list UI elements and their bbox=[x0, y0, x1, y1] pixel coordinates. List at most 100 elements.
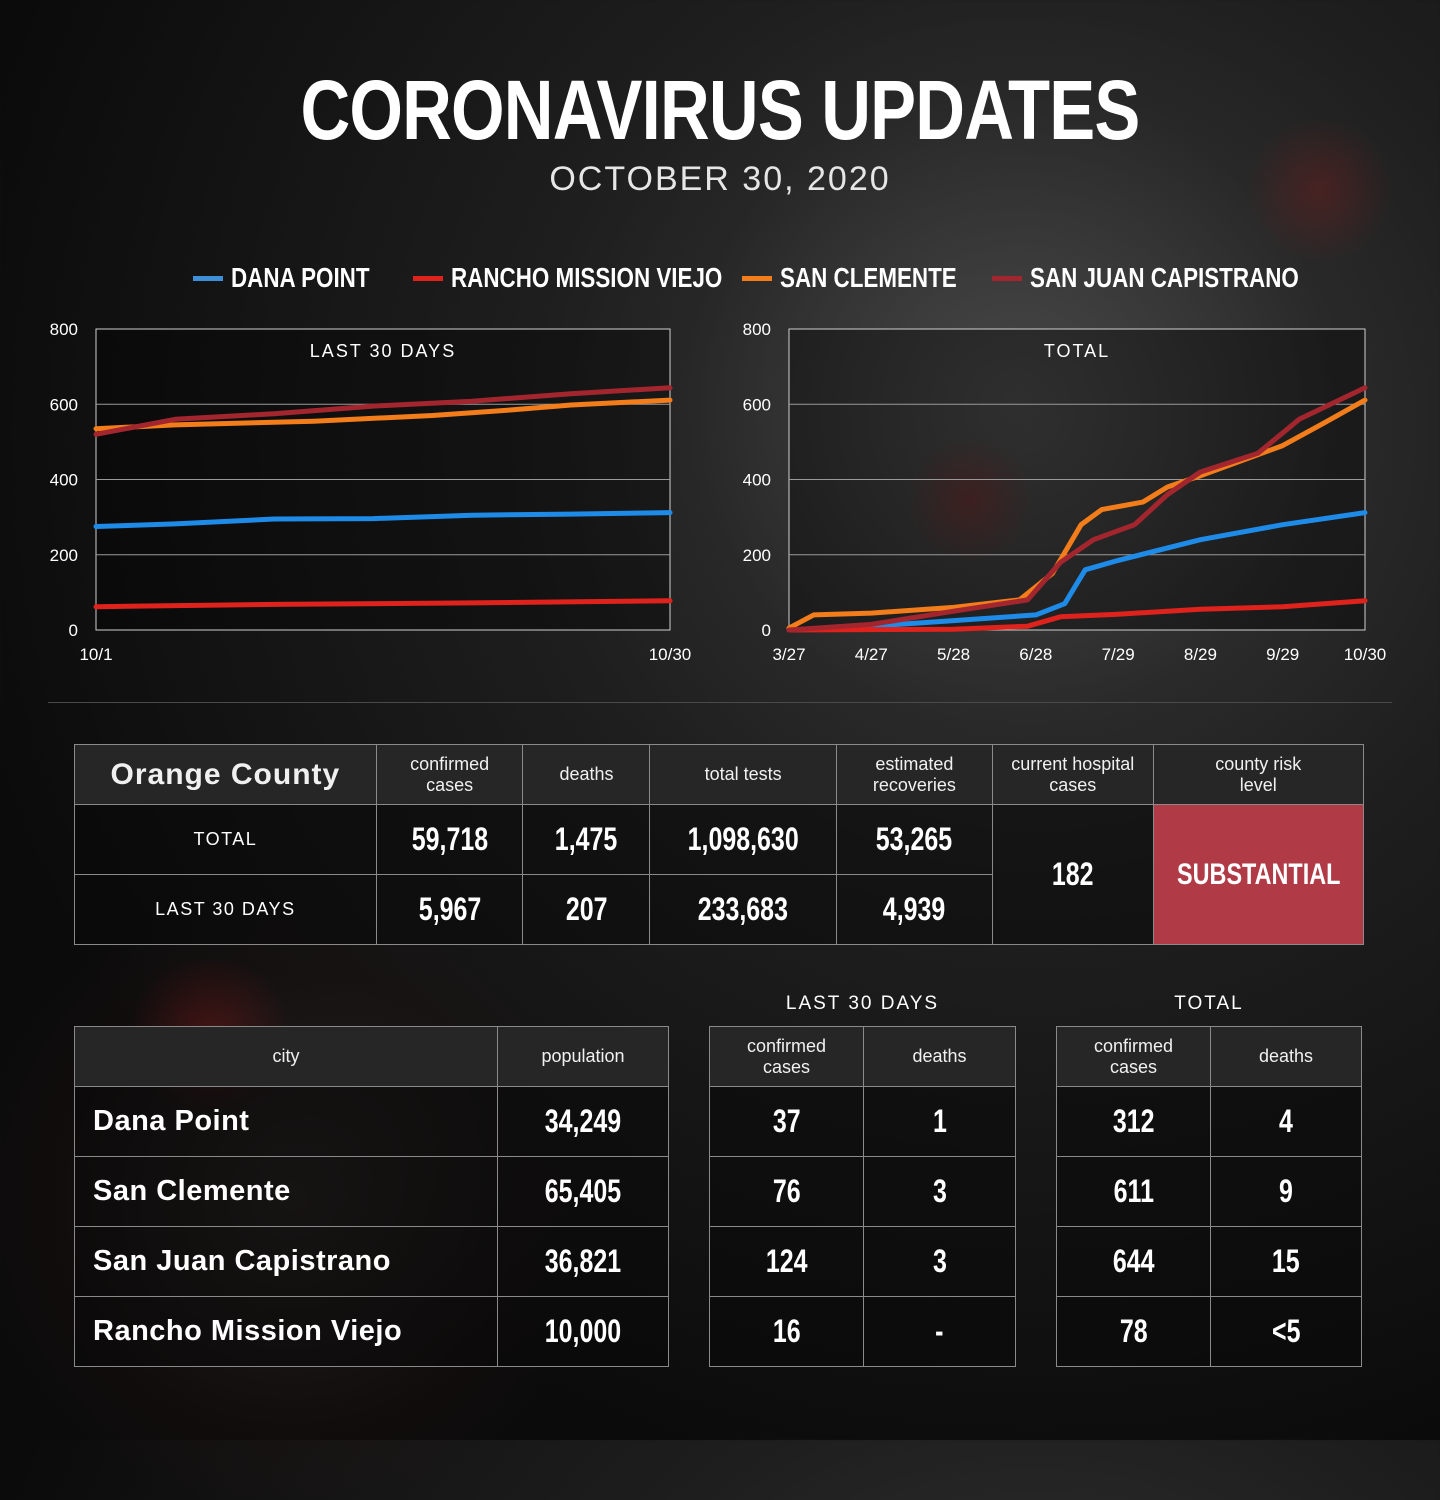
y-tick-label: 400 bbox=[743, 471, 771, 490]
legend-item: RANCHO MISSION VIEJO bbox=[413, 262, 790, 294]
legend-item: SAN CLEMENTE bbox=[742, 262, 1001, 294]
page-title: CORONAVIRUS UPDATES bbox=[300, 63, 1140, 157]
series-line-san-clemente bbox=[786, 397, 1368, 631]
col-header: population bbox=[497, 1026, 669, 1087]
table-cell: 611 bbox=[1056, 1156, 1211, 1227]
table-cell: 3 bbox=[863, 1156, 1016, 1227]
y-tick-label: 200 bbox=[50, 546, 78, 565]
table-cell: 312 bbox=[1056, 1086, 1211, 1157]
series-line-dana-point bbox=[93, 510, 673, 529]
row-label-text: TOTAL bbox=[193, 829, 258, 849]
county-table: Orange County confirmed cases deaths tot… bbox=[74, 744, 1365, 945]
col-header-label: deaths bbox=[1258, 1046, 1314, 1066]
table-cell: <5 bbox=[1210, 1296, 1362, 1367]
cell-value: 312 bbox=[1112, 1103, 1155, 1139]
table-cell: 16 bbox=[709, 1296, 864, 1367]
legend-item: SAN JUAN CAPISTRANO bbox=[992, 262, 1366, 294]
cell-value: 76 bbox=[772, 1173, 801, 1209]
table-cell: 53,265 bbox=[835, 804, 993, 875]
cell-value: 16 bbox=[772, 1313, 801, 1349]
y-tick-label: 600 bbox=[50, 395, 78, 414]
table-cell: 34,249 bbox=[497, 1086, 669, 1157]
cell-value: 53,265 bbox=[876, 821, 953, 857]
hospital-cases-cell: 182 bbox=[991, 804, 1154, 945]
col-header-label: deaths bbox=[912, 1046, 967, 1066]
legend-swatch bbox=[992, 275, 1022, 281]
table-cell: 1,475 bbox=[522, 804, 651, 875]
x-tick-label: 10/1 bbox=[79, 645, 112, 664]
col-header-label: deaths bbox=[559, 764, 614, 784]
row-label-text: LAST 30 DAYS bbox=[155, 899, 296, 919]
hospital-cases-value: 182 bbox=[1051, 856, 1094, 892]
city-total-table: confirmed cases deaths 312 4 611 9 644 1… bbox=[1056, 1026, 1362, 1367]
x-tick-label: 9/29 bbox=[1266, 645, 1299, 664]
table-cell: 10,000 bbox=[497, 1296, 669, 1367]
cell-value: 15 bbox=[1272, 1243, 1300, 1279]
col-header: deaths bbox=[1210, 1026, 1362, 1087]
col-header: confirmed cases bbox=[1056, 1026, 1211, 1087]
x-tick-label: 7/29 bbox=[1102, 645, 1135, 664]
cell-value: 1,475 bbox=[555, 821, 618, 857]
row-label: LAST 30 DAYS bbox=[74, 874, 377, 945]
series-line-dana-point bbox=[786, 510, 1368, 633]
row-label: TOTAL bbox=[74, 804, 377, 875]
city-name: Dana Point bbox=[93, 1105, 250, 1137]
page-date: OCTOBER 30, 2020 bbox=[549, 160, 891, 198]
col-header: confirmed cases bbox=[709, 1026, 864, 1087]
background-virus-shape bbox=[560, 20, 1440, 780]
col-header: estimated recoveries bbox=[835, 744, 993, 805]
legend-label: SAN JUAN CAPISTRANO bbox=[1030, 262, 1299, 293]
chart-total: 0 200 400 600 800 3/27 4/27 5/28 6/28 7/29 8/29 9/2… bbox=[743, 320, 1387, 664]
col-header: deaths bbox=[522, 744, 651, 805]
cell-value: 611 bbox=[1113, 1173, 1154, 1209]
cell-value: 124 bbox=[765, 1243, 808, 1279]
series-line-rancho-mission-viejo bbox=[786, 598, 1368, 633]
table-cell: 65,405 bbox=[497, 1156, 669, 1227]
cell-value: <5 bbox=[1271, 1313, 1301, 1349]
city-population-table: city population Dana Point 34,249 San Cl… bbox=[74, 1026, 669, 1367]
city-name: San Juan Capistrano bbox=[93, 1245, 391, 1277]
legend-swatch bbox=[413, 275, 443, 281]
city-name: Rancho Mission Viejo bbox=[93, 1315, 403, 1347]
col-header: county risk level bbox=[1152, 744, 1365, 805]
col-header-label: confirmed cases bbox=[746, 1035, 827, 1077]
cell-value: 37 bbox=[772, 1103, 801, 1139]
table-cell: 4 bbox=[1210, 1086, 1362, 1157]
table-cell: 207 bbox=[522, 874, 651, 945]
section-label-total: TOTAL bbox=[1174, 993, 1244, 1014]
cell-value: 78 bbox=[1119, 1313, 1148, 1349]
cell-value: 233,683 bbox=[698, 891, 789, 927]
cell-value: 207 bbox=[565, 891, 608, 927]
chart-title: LAST 30 DAYS bbox=[310, 341, 456, 361]
cell-value: 1 bbox=[932, 1103, 947, 1139]
table-cell: 233,683 bbox=[649, 874, 837, 945]
table-cell: 1 bbox=[863, 1086, 1016, 1157]
x-tick-label: 4/27 bbox=[855, 645, 888, 664]
col-header: deaths bbox=[863, 1026, 1016, 1087]
cell-value: 4,939 bbox=[883, 891, 946, 927]
legend-label: RANCHO MISSION VIEJO bbox=[451, 262, 723, 293]
background-spike bbox=[900, 440, 1040, 560]
cell-value: 5,967 bbox=[418, 891, 481, 927]
cell-value: 9 bbox=[1279, 1173, 1293, 1209]
series-line-san-clemente bbox=[93, 397, 673, 432]
cell-value: 3 bbox=[932, 1173, 947, 1209]
table-cell: 644 bbox=[1056, 1226, 1211, 1297]
y-tick-label: 800 bbox=[50, 320, 78, 339]
y-tick-label: 800 bbox=[743, 320, 771, 339]
population-value: 10,000 bbox=[544, 1313, 622, 1349]
x-tick-label: 6/28 bbox=[1019, 645, 1052, 664]
col-header: current hospital cases bbox=[991, 744, 1154, 805]
table-cell: 37 bbox=[709, 1086, 864, 1157]
table-cell: 36,821 bbox=[497, 1226, 669, 1297]
table-cell: 124 bbox=[709, 1226, 864, 1297]
series-line-san-juan-capistrano bbox=[786, 385, 1368, 633]
table-cell: 4,939 bbox=[835, 874, 993, 945]
col-header-label: confirmed cases bbox=[410, 753, 490, 795]
cell-value: 1,098,630 bbox=[687, 821, 799, 857]
chart-last-30-days: 0 200 400 600 800 10/1 10/30 LAST 30 DAYS bbox=[50, 320, 692, 664]
col-header-label: population bbox=[541, 1046, 625, 1066]
y-tick-label: 600 bbox=[743, 395, 771, 414]
cell-value: 4 bbox=[1279, 1103, 1293, 1139]
col-header-label: county risk level bbox=[1215, 753, 1302, 795]
